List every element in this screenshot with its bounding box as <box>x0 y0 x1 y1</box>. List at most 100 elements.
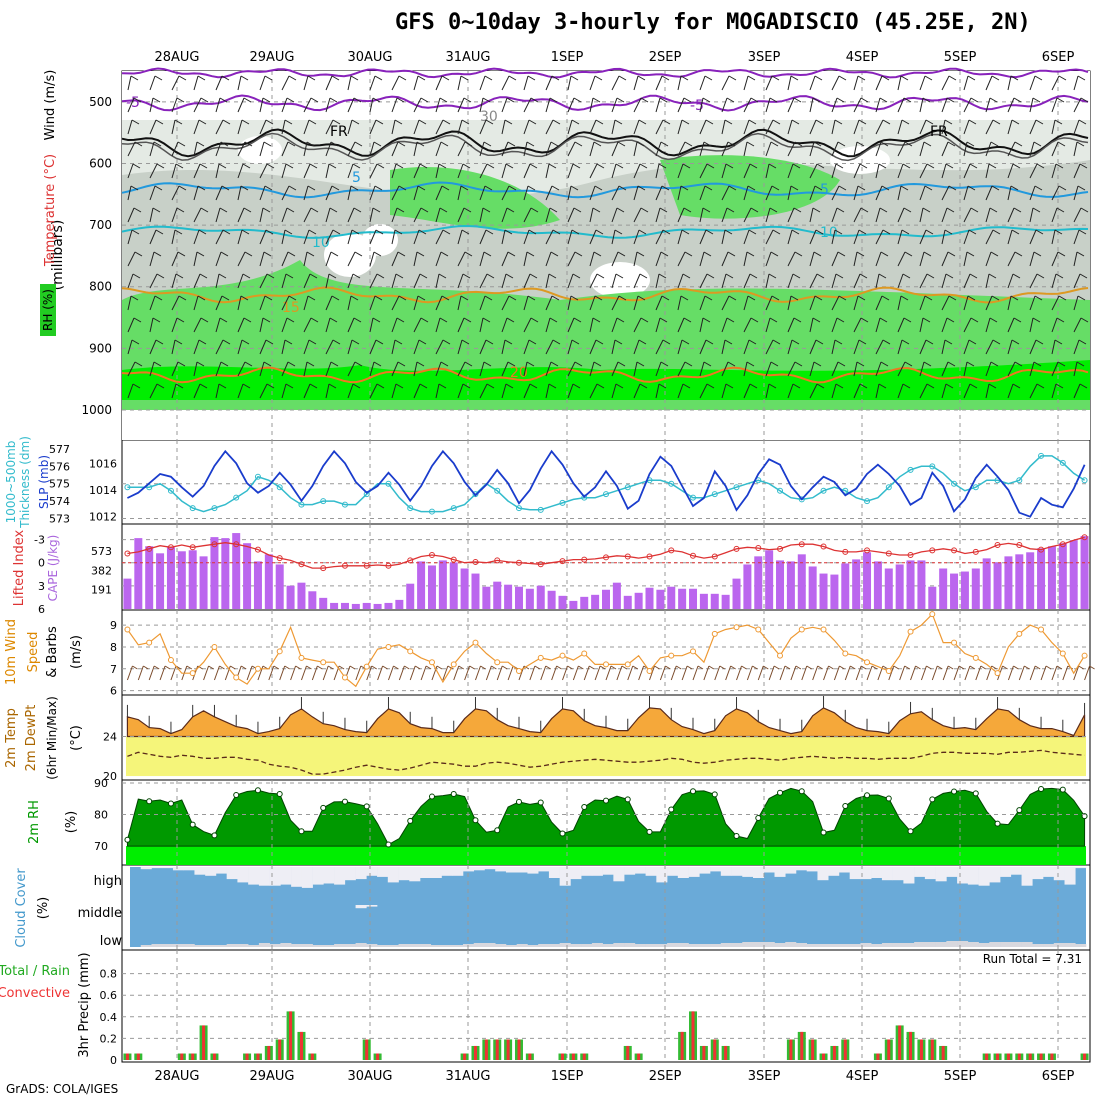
barb-shaft <box>985 185 993 201</box>
cloud-high-bar <box>924 867 936 880</box>
barb-flag <box>900 185 909 191</box>
barb-shaft <box>853 339 860 355</box>
thickness-marker <box>951 480 958 487</box>
barb-shaft <box>545 251 552 267</box>
barb-shaft <box>1007 97 1015 113</box>
barb-shaft <box>985 361 992 377</box>
barb-shaft <box>1029 361 1035 377</box>
barb-shaft <box>743 251 748 267</box>
barb-shaft <box>281 207 288 223</box>
wind10m-grid <box>122 610 1090 695</box>
barb-flag <box>153 361 162 367</box>
barb-flag <box>947 251 956 257</box>
barb-flag <box>241 119 250 125</box>
cape-bar <box>297 582 306 609</box>
wind-barb <box>743 75 756 91</box>
barb-flag <box>175 383 184 389</box>
precip-convective-bar <box>996 1053 1000 1060</box>
barb-shaft <box>523 361 528 377</box>
barb-flag <box>507 361 516 367</box>
barb-shaft <box>529 665 536 681</box>
barb-shaft <box>589 317 594 333</box>
barb-flag <box>991 185 1000 191</box>
barb-flag <box>308 339 317 345</box>
barb-flag <box>130 295 139 301</box>
wind-speed-marker <box>994 670 1001 677</box>
barb-flag <box>923 251 932 257</box>
wind-barb <box>127 339 140 355</box>
barb-shaft <box>714 665 721 681</box>
wind-barb <box>325 295 340 311</box>
barb-shaft <box>259 295 266 311</box>
cloud-low-bar <box>1053 943 1065 947</box>
wind-barb <box>457 383 471 399</box>
barb-shaft <box>325 141 332 157</box>
cloud-low-bar <box>688 944 700 947</box>
wind-barb <box>897 97 912 113</box>
barb-flag <box>143 665 149 670</box>
cloud-low-bar <box>645 944 657 947</box>
barb-shaft <box>567 163 574 179</box>
barb-flag <box>397 141 406 147</box>
wind-barb <box>413 295 426 311</box>
wind-barb <box>743 383 758 399</box>
precip-convective-bar <box>191 1053 195 1060</box>
barb-flag <box>1034 185 1043 191</box>
cloud-high-bar <box>409 867 421 882</box>
precip-convective-bar <box>876 1053 880 1060</box>
lifted-index-marker <box>233 541 240 548</box>
wind-barb <box>1051 273 1064 289</box>
barb-shaft <box>768 665 775 681</box>
barb-shaft <box>567 317 575 333</box>
cloud-low-bar <box>785 942 797 947</box>
wind-barb <box>743 207 759 223</box>
cloud-high-bar <box>935 867 947 882</box>
barb-shaft <box>1029 251 1035 267</box>
barb-shaft <box>567 251 576 267</box>
barb-flag <box>530 317 539 323</box>
barb-shaft <box>435 141 442 157</box>
barb-shaft <box>268 665 275 681</box>
wind-barb <box>809 207 821 223</box>
barb-shaft <box>413 185 419 201</box>
wind-barb <box>721 295 737 311</box>
barb-flag <box>880 251 889 257</box>
barb-flag <box>152 317 161 323</box>
wind-barb <box>1007 361 1023 377</box>
wind-barb <box>523 141 535 157</box>
barb-shaft <box>1051 295 1060 311</box>
wind-barb <box>303 141 315 157</box>
wind-barb <box>171 185 187 201</box>
barb-flag <box>310 97 319 103</box>
barb-shaft <box>413 163 421 179</box>
barb-flag <box>327 665 334 670</box>
footer-credit: GrADS: COLA/IGES <box>6 1082 119 1096</box>
barb-flag <box>1013 317 1022 323</box>
barb-flag <box>1012 383 1021 389</box>
barb-shaft <box>435 339 444 355</box>
wind-barb <box>1051 163 1064 179</box>
barb-shaft <box>501 163 507 179</box>
thickness-tick: 574 <box>49 495 70 508</box>
barb-flag <box>969 163 978 169</box>
barb-flag <box>858 119 867 125</box>
wind-barb <box>215 339 231 355</box>
barb-flag <box>660 141 669 147</box>
wind-barb <box>303 339 317 355</box>
barb-flag <box>439 97 448 103</box>
barb-shaft <box>765 97 771 113</box>
barb-shaft <box>963 185 969 201</box>
barb-flag <box>595 119 604 125</box>
wind-barb <box>611 251 626 267</box>
barb-flag <box>806 665 813 670</box>
cape-bar <box>591 594 600 609</box>
barb-shaft <box>1029 207 1034 223</box>
wind-barb <box>1073 251 1085 267</box>
wind-barb <box>479 119 494 135</box>
barb-shaft <box>875 361 882 377</box>
barb-flag <box>530 97 539 103</box>
barb-shaft <box>215 339 224 355</box>
slp-line <box>127 449 1086 518</box>
thickness-unit-label: Thickness (dm) <box>18 436 32 529</box>
barb-flag <box>441 75 450 81</box>
